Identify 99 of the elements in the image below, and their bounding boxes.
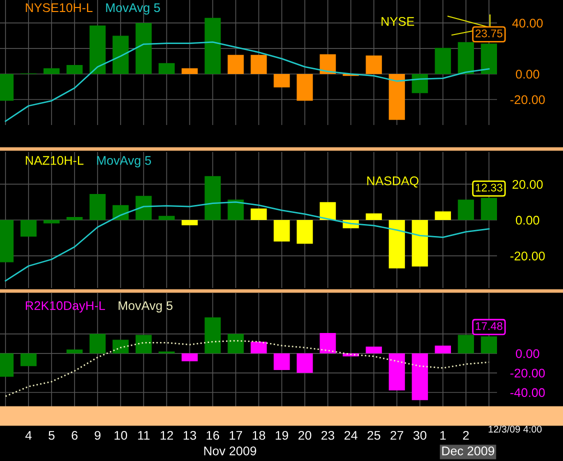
bar	[182, 68, 198, 74]
x-tick-label: 20	[298, 430, 312, 440]
line-series	[4, 41, 490, 122]
text: NAZ10H-L	[26, 156, 84, 165]
x-tick-label: 2	[463, 430, 469, 440]
bar	[44, 68, 60, 74]
bar	[320, 202, 336, 220]
bar	[296, 74, 313, 101]
bar	[434, 346, 451, 354]
data-label: 23.75	[476, 29, 502, 38]
x-tick-label: 24	[344, 430, 358, 440]
bar	[434, 211, 451, 220]
x-tick-label: 17	[230, 431, 242, 440]
bar	[458, 42, 474, 74]
series-label: R2K10DayH-L	[26, 301, 106, 313]
y-tick-label: -20.00	[510, 95, 545, 104]
y-tick-label: -20.00	[510, 368, 545, 378]
x-tick-label: 18	[252, 430, 266, 440]
bar	[136, 196, 152, 220]
x-tick-label: 12	[160, 430, 173, 440]
x-tick-label: 13	[184, 430, 196, 440]
annotation: NYSE	[382, 17, 414, 26]
bar	[66, 65, 83, 74]
bar	[366, 346, 382, 354]
x-tick-label: 4	[25, 431, 32, 440]
x-tick-label: 9	[94, 430, 100, 440]
x-tick-label: 19	[276, 430, 288, 440]
bar	[388, 353, 405, 390]
bar	[158, 63, 175, 74]
y-tick-label: 20.00	[512, 180, 543, 189]
text: 12/3/09 4:00	[488, 425, 542, 433]
y-tick-label: 0.00	[516, 349, 540, 358]
x-tick-label: 25	[368, 430, 380, 440]
x-tick-label: 16	[206, 430, 220, 440]
text: MovAvg 5	[118, 301, 172, 313]
bar	[274, 220, 290, 242]
bar	[20, 353, 37, 366]
bar	[112, 340, 129, 354]
bar	[296, 353, 313, 373]
bar	[20, 220, 37, 237]
bar	[274, 353, 290, 370]
text: Dec 2009	[442, 446, 494, 456]
y-tick-label: -40.00	[510, 388, 545, 398]
bar	[228, 334, 244, 354]
bar	[320, 332, 336, 354]
bar	[112, 36, 129, 74]
bar	[388, 220, 405, 268]
bar	[274, 74, 290, 88]
annotation: NASDAQ	[367, 176, 418, 188]
bar	[434, 48, 451, 74]
bar	[182, 353, 198, 362]
x-tick-label: 1	[440, 431, 446, 440]
bar	[366, 213, 382, 220]
bar	[90, 334, 106, 354]
bar	[66, 216, 83, 220]
bar	[204, 176, 221, 220]
text: Nov 2009	[204, 446, 256, 456]
bar	[136, 334, 152, 354]
bar	[412, 74, 428, 94]
bar	[204, 18, 221, 74]
line-series	[4, 340, 490, 397]
bar	[90, 26, 106, 74]
y-tick-label: -20.00	[510, 252, 545, 260]
x-tick-label: 6	[72, 430, 78, 440]
x-tick-label: 10	[114, 430, 128, 440]
text: MovAvg 5	[106, 3, 160, 15]
bar	[250, 54, 267, 74]
bar	[458, 334, 474, 354]
bar	[250, 342, 267, 354]
x-tick-label: 23	[321, 430, 334, 440]
line-series	[4, 201, 490, 282]
bar	[388, 74, 405, 120]
bar	[136, 22, 152, 74]
x-tick-label: 30	[413, 430, 426, 440]
data-label: 17.48	[476, 322, 502, 330]
x-tick-label: 11	[138, 431, 150, 440]
y-tick-label: 40.00	[512, 18, 543, 28]
text: MovAvg 5	[97, 156, 151, 168]
x-tick-label: 27	[390, 430, 404, 440]
data-label: 12.33	[476, 184, 502, 192]
bar	[412, 220, 428, 267]
bar	[320, 54, 336, 74]
bar	[204, 317, 221, 354]
bar	[158, 216, 175, 220]
y-tick-label: 0.00	[516, 216, 540, 225]
bar	[412, 353, 428, 400]
bar	[228, 54, 244, 74]
bar	[66, 350, 83, 354]
bar	[458, 200, 474, 220]
bar	[228, 200, 244, 220]
series-label: NYSE10H-L	[26, 3, 93, 12]
bar	[250, 208, 267, 220]
bar	[182, 220, 198, 226]
x-tick-label: 5	[48, 431, 55, 440]
bar	[366, 55, 382, 74]
bar	[44, 220, 60, 224]
y-tick-label: 0.00	[516, 70, 540, 79]
bar	[90, 194, 106, 220]
bar	[296, 220, 313, 244]
